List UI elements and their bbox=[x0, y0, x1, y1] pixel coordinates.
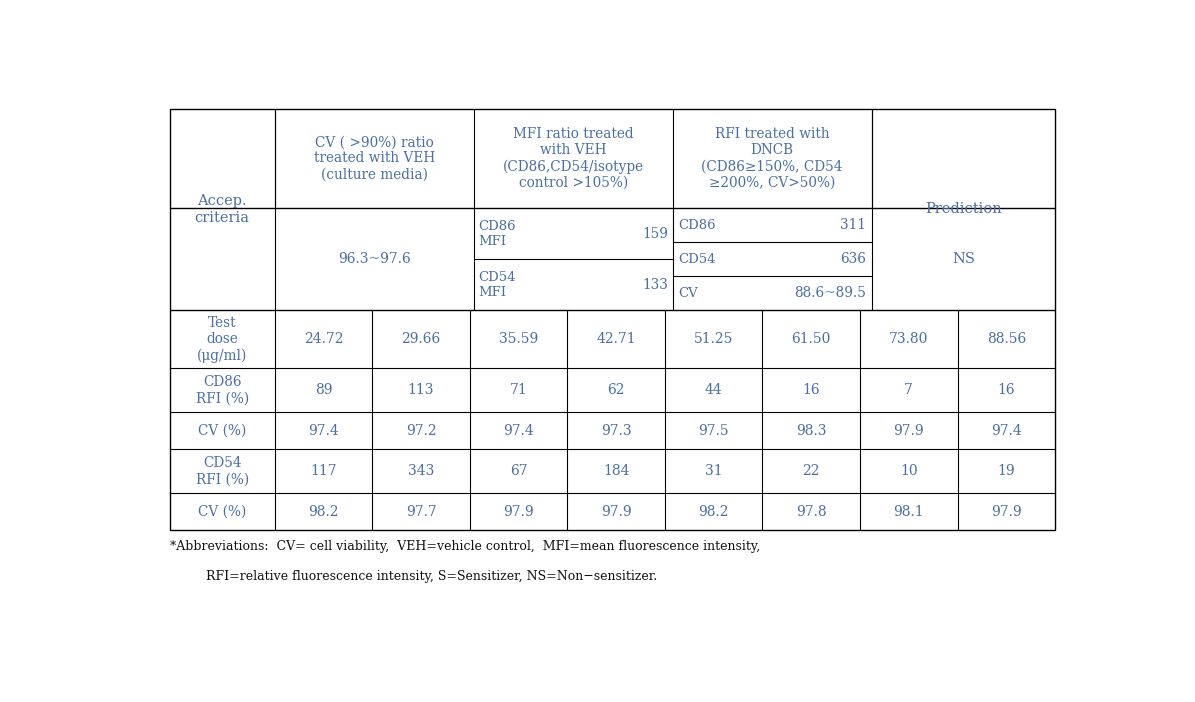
Text: 24.72: 24.72 bbox=[304, 332, 343, 346]
Text: 97.4: 97.4 bbox=[308, 423, 339, 437]
Text: 67: 67 bbox=[510, 464, 527, 478]
Text: CD86: CD86 bbox=[679, 219, 716, 232]
Text: Test
dose
(μg/ml): Test dose (μg/ml) bbox=[197, 316, 247, 362]
Text: 71: 71 bbox=[510, 383, 527, 397]
Text: Accep.
criteria: Accep. criteria bbox=[195, 194, 250, 225]
Text: 35.59: 35.59 bbox=[500, 332, 538, 346]
Text: 133: 133 bbox=[642, 278, 668, 292]
Text: CD54: CD54 bbox=[679, 253, 716, 266]
Text: Prediction: Prediction bbox=[925, 202, 1001, 216]
Text: 98.1: 98.1 bbox=[894, 505, 924, 519]
Text: 44: 44 bbox=[705, 383, 723, 397]
Text: 89: 89 bbox=[314, 383, 332, 397]
Text: 88.6~89.5: 88.6~89.5 bbox=[795, 286, 866, 300]
Text: MFI ratio treated
with VEH
(CD86,CD54/isotype
control >105%): MFI ratio treated with VEH (CD86,CD54/is… bbox=[503, 127, 644, 190]
Text: 31: 31 bbox=[705, 464, 723, 478]
Text: 88.56: 88.56 bbox=[987, 332, 1027, 346]
Text: 184: 184 bbox=[602, 464, 630, 478]
Text: 73.80: 73.80 bbox=[889, 332, 929, 346]
Text: 61.50: 61.50 bbox=[791, 332, 831, 346]
Text: 97.9: 97.9 bbox=[601, 505, 631, 519]
Text: RFI=relative fluorescence intensity, S=Sensitizer, NS=Non−sensitizer.: RFI=relative fluorescence intensity, S=S… bbox=[170, 569, 657, 583]
Text: 62: 62 bbox=[607, 383, 625, 397]
Text: 97.4: 97.4 bbox=[991, 423, 1022, 437]
Text: CD86
RFI (%): CD86 RFI (%) bbox=[196, 375, 249, 405]
Text: NS: NS bbox=[952, 252, 975, 266]
Text: 97.7: 97.7 bbox=[405, 505, 436, 519]
Text: CD54
MFI: CD54 MFI bbox=[478, 271, 516, 299]
Text: 98.2: 98.2 bbox=[308, 505, 338, 519]
Text: CV ( >90%) ratio
treated with VEH
(culture media): CV ( >90%) ratio treated with VEH (cultu… bbox=[313, 135, 435, 182]
Text: 159: 159 bbox=[642, 227, 668, 241]
Text: CV (%): CV (%) bbox=[198, 423, 246, 437]
Text: 97.9: 97.9 bbox=[894, 423, 924, 437]
Text: 7: 7 bbox=[905, 383, 913, 397]
Text: CD86
MFI: CD86 MFI bbox=[478, 220, 516, 248]
Text: 10: 10 bbox=[900, 464, 918, 478]
Bar bbox=[170, 109, 1055, 530]
Text: 97.2: 97.2 bbox=[405, 423, 436, 437]
Text: 51.25: 51.25 bbox=[694, 332, 734, 346]
Text: 98.3: 98.3 bbox=[796, 423, 827, 437]
Text: *Abbreviations:  CV= cell viability,  VEH=vehicle control,  MFI=mean fluorescenc: *Abbreviations: CV= cell viability, VEH=… bbox=[170, 540, 760, 553]
Text: 113: 113 bbox=[407, 383, 434, 397]
Text: 19: 19 bbox=[998, 464, 1016, 478]
Text: 311: 311 bbox=[840, 218, 866, 232]
Text: CD54
RFI (%): CD54 RFI (%) bbox=[196, 456, 249, 486]
Text: 97.8: 97.8 bbox=[796, 505, 827, 519]
Text: 343: 343 bbox=[407, 464, 434, 478]
Text: 117: 117 bbox=[311, 464, 337, 478]
Text: 97.3: 97.3 bbox=[601, 423, 631, 437]
Text: 42.71: 42.71 bbox=[596, 332, 636, 346]
Text: 29.66: 29.66 bbox=[402, 332, 441, 346]
Text: 16: 16 bbox=[998, 383, 1016, 397]
Text: 98.2: 98.2 bbox=[698, 505, 729, 519]
Text: CV (%): CV (%) bbox=[198, 505, 246, 519]
Text: 97.5: 97.5 bbox=[698, 423, 729, 437]
Text: 16: 16 bbox=[802, 383, 820, 397]
Text: 97.9: 97.9 bbox=[503, 505, 534, 519]
Text: 96.3~97.6: 96.3~97.6 bbox=[338, 252, 411, 266]
Text: 22: 22 bbox=[803, 464, 820, 478]
Text: CV: CV bbox=[679, 287, 698, 300]
Text: RFI treated with
DNCB
(CD86≥150%, CD54
≥200%, CV>50%): RFI treated with DNCB (CD86≥150%, CD54 ≥… bbox=[701, 127, 842, 190]
Text: 97.9: 97.9 bbox=[991, 505, 1022, 519]
Text: 97.4: 97.4 bbox=[503, 423, 534, 437]
Text: 636: 636 bbox=[840, 252, 866, 266]
